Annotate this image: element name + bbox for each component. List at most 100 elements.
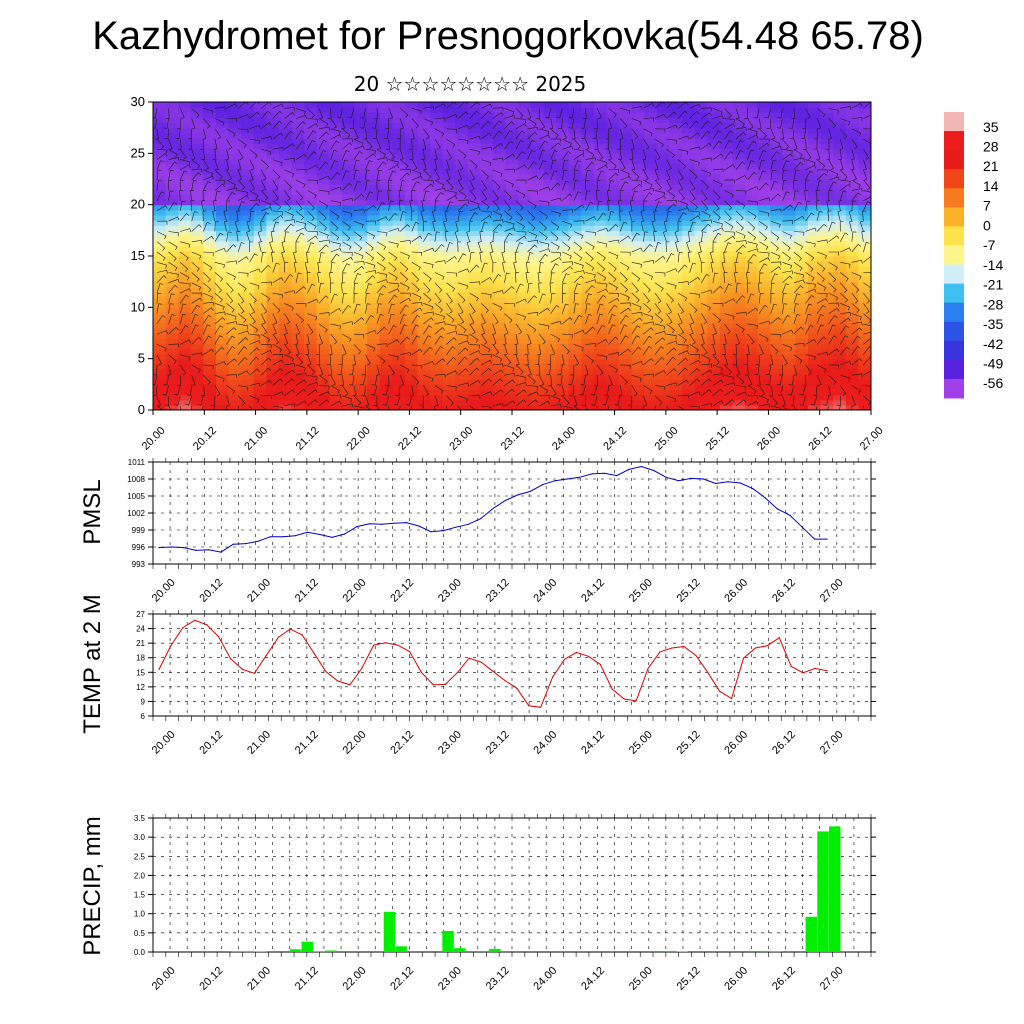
heatmap-cell (757, 194, 771, 201)
heatmap-cell (745, 297, 759, 303)
wind-barb (568, 108, 575, 119)
heatmap-cell (820, 404, 834, 410)
heatmap-cell (215, 148, 230, 154)
heatmap-cell (745, 137, 759, 144)
heatmap-cell (593, 209, 608, 216)
heatmap-cell (719, 153, 734, 160)
heatmap-cell (556, 107, 570, 113)
heatmap-cell (178, 276, 192, 283)
heatmap-cell (757, 112, 771, 118)
wind-barb (481, 323, 486, 335)
heatmap-cell (442, 194, 456, 201)
heatmap-cell (518, 266, 532, 272)
heatmap-cell (455, 353, 469, 360)
heatmap-cell (493, 209, 507, 216)
heatmap-cell (530, 404, 545, 410)
heatmap-cell (341, 163, 356, 170)
heatmap-cell (241, 137, 255, 144)
heatmap-cell (581, 102, 595, 108)
wind-barb (724, 210, 732, 221)
wind-barb (747, 171, 757, 181)
heatmap-cell (530, 214, 545, 221)
heatmap-cell (518, 358, 532, 365)
heatmap-cell (808, 209, 822, 216)
heatmap-cell (606, 338, 620, 344)
heatmap-cell (505, 173, 519, 180)
wind-barb (387, 190, 392, 201)
heatmap-cell (845, 374, 860, 380)
wind-barb (585, 272, 596, 279)
heatmap-cell (480, 189, 494, 195)
heatmap-cell (442, 322, 456, 329)
heatmap-cell (682, 214, 696, 221)
heatmap-cell (682, 317, 696, 324)
heatmap-cell (820, 302, 834, 308)
heatmap-cell (795, 245, 809, 252)
heatmap-cell (606, 404, 620, 410)
heatmap-cell (379, 194, 393, 201)
heatmap-cell (404, 256, 419, 262)
heatmap-cell (165, 235, 179, 242)
heatmap-cell (493, 343, 507, 349)
heatmap-cell (644, 348, 658, 355)
heatmap-cell (757, 225, 771, 231)
wind-barb (654, 242, 662, 253)
wind-barb (710, 261, 715, 273)
heatmap-cell (631, 374, 645, 380)
heatmap-cell (417, 261, 431, 267)
wind-barb (457, 347, 469, 355)
heatmap-cell (304, 312, 318, 319)
heatmap-cell (228, 143, 242, 149)
heatmap-cell (241, 117, 255, 124)
heatmap-cell (278, 235, 293, 242)
heatmap-cell (467, 348, 482, 355)
heatmap-cell (404, 281, 419, 288)
heatmap-cell (820, 250, 834, 257)
wind-barb (272, 120, 283, 129)
wind-barb (457, 102, 468, 109)
wind-barb (733, 354, 737, 366)
heatmap-cell (631, 368, 645, 375)
heatmap-cell (228, 240, 242, 247)
heatmap-cell (808, 312, 822, 319)
wind-barb (562, 138, 572, 147)
wind-barb (326, 354, 331, 366)
wind-barb (434, 187, 446, 192)
heatmap-cell (757, 266, 771, 272)
heatmap-cell (593, 333, 608, 339)
heatmap-cell (808, 261, 822, 267)
heatmap-cell (556, 363, 570, 370)
wind-barb (677, 200, 688, 208)
wind-barb (272, 200, 282, 210)
wind-barb (666, 405, 670, 410)
wind-barb (654, 282, 664, 292)
wind-barb (596, 200, 603, 211)
wind-barb (562, 231, 571, 241)
heatmap-cell (619, 199, 633, 206)
wind-barb (261, 344, 272, 349)
heatmap-cell (379, 307, 393, 314)
wind-barb (642, 149, 647, 161)
wind-barb (307, 323, 314, 335)
wind-barb (666, 303, 672, 314)
heatmap-cell (757, 312, 771, 319)
wind-barb (434, 395, 439, 407)
heatmap-cell (745, 358, 759, 365)
wind-barb (596, 339, 608, 345)
wind-barb (735, 240, 747, 244)
heatmap-cell (215, 235, 230, 242)
heatmap-cell (480, 404, 494, 410)
heatmap-cell (203, 230, 217, 237)
heatmap-cell (694, 209, 708, 216)
wind-barb (711, 334, 716, 345)
wind-barb (479, 251, 484, 263)
wind-barb (701, 303, 711, 311)
heatmap-cell (707, 250, 721, 257)
wind-barb (376, 161, 387, 171)
heatmap-cell (656, 235, 671, 242)
heatmap-cell (820, 189, 834, 195)
heatmap-cell (530, 368, 545, 375)
wind-barb (249, 333, 260, 339)
heatmap-cell (329, 230, 343, 237)
wind-barb (712, 210, 721, 221)
